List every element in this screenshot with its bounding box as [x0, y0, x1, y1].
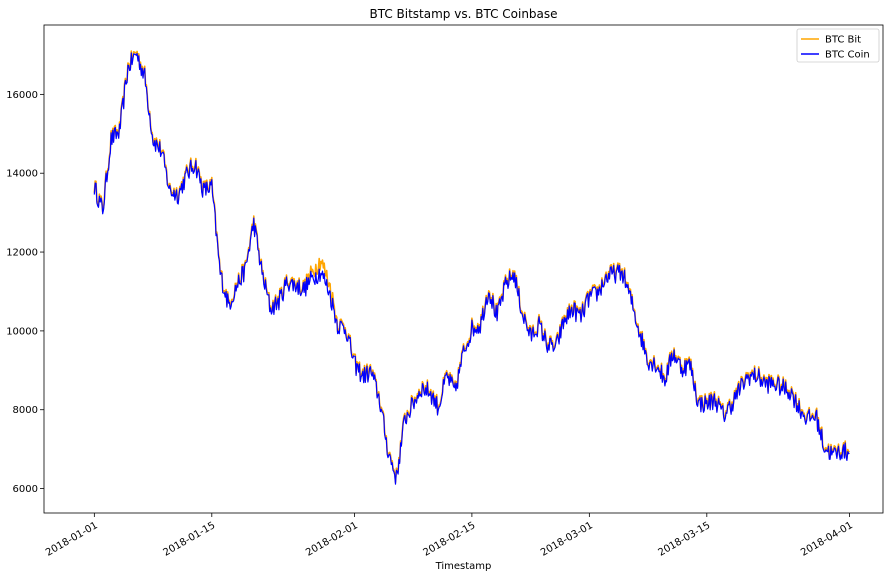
x-axis: 2018-01-01 2018-01-15 2018-02-01 2018-02-15…: [44, 513, 855, 559]
x-tick-label: 2018-01-15: [161, 520, 217, 559]
x-axis-label: Timestamp: [435, 561, 492, 572]
x-tick-label: 2018-02-01: [304, 520, 360, 559]
y-axis: 6000 8000 10000 12000 14000 16000: [6, 90, 44, 495]
y-tick-label: 14000: [6, 169, 38, 180]
y-tick-label: 12000: [6, 248, 38, 259]
series-line-btc-coin: [93, 52, 850, 485]
y-tick-label: 6000: [13, 484, 38, 495]
series-layer: [93, 50, 850, 485]
legend: BTC Bit BTC Coin: [796, 28, 880, 63]
x-tick-label: 2018-03-15: [656, 520, 712, 559]
x-tick-label: 2018-03-01: [539, 520, 595, 559]
y-tick-label: 10000: [6, 326, 38, 337]
series-line-btc-bit: [93, 50, 850, 484]
plot-area-frame: [43, 24, 884, 514]
y-tick-label: 16000: [6, 90, 38, 101]
chart-title: BTC Bitstamp vs. BTC Coinbase: [369, 7, 557, 21]
x-tick-label: 2018-02-15: [422, 520, 478, 559]
x-tick-label: 2018-01-01: [44, 520, 100, 559]
x-tick-label: 2018-04-01: [799, 520, 855, 559]
legend-label: BTC Bit: [825, 35, 861, 46]
y-tick-label: 8000: [13, 405, 38, 416]
legend-label: BTC Coin: [825, 50, 870, 61]
